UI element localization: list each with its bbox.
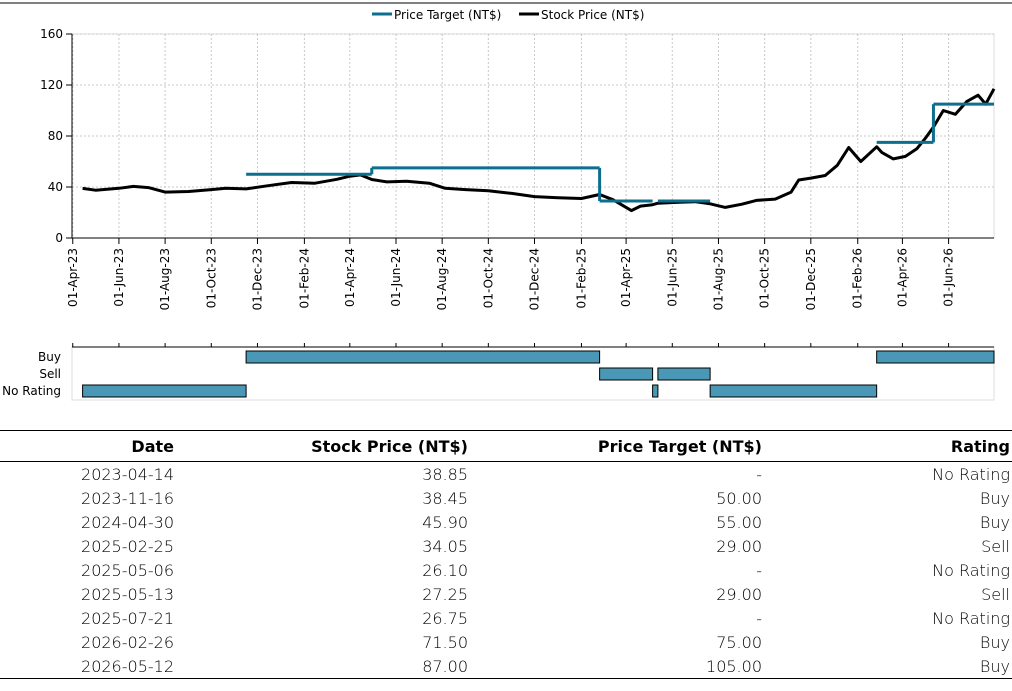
cell-rating: Buy <box>979 632 1010 652</box>
plot-series <box>82 88 996 213</box>
rating-category-label: Buy <box>38 350 61 364</box>
col-header-date: Date <box>0 430 176 462</box>
table-row: 2025-05-06 26.10 - No Rating <box>0 558 1012 582</box>
x-tick-label: 01-Dec-24 <box>528 248 542 310</box>
table-row: 2025-05-13 27.25 29.00 Sell <box>0 582 1012 606</box>
x-tick-label: 01-Jun-23 <box>112 248 126 307</box>
x-tick-label: 01-Feb-25 <box>574 248 588 308</box>
legend-label-price: Stock Price (NT$) <box>541 8 644 22</box>
cell-price-target: 105.00 <box>470 654 764 679</box>
col-header-price-target: Price Target (NT$) <box>470 430 764 462</box>
x-tick-label: 01-Aug-24 <box>435 248 449 310</box>
y-tick-label: 120 <box>40 78 63 92</box>
x-tick-label: 01-Apr-25 <box>619 248 633 307</box>
cell-price-target: 29.00 <box>716 536 762 556</box>
cell-stock-price: 27.25 <box>422 584 468 604</box>
col-header-rating: Rating <box>764 430 1012 462</box>
cell-rating: No Rating <box>932 608 1010 628</box>
cell-date: 2025-02-25 <box>81 536 174 556</box>
cell-stock-price: 26.75 <box>422 608 468 628</box>
cell-price-target: 55.00 <box>716 512 762 532</box>
x-tick-label: 01-Apr-24 <box>343 248 357 307</box>
cell-date: 2024-04-30 <box>81 512 174 532</box>
cell-rating: Buy <box>979 512 1010 532</box>
cell-stock-price: 38.45 <box>422 488 468 508</box>
cell-rating: No Rating <box>932 560 1010 580</box>
rating-panel: Buy Sell No Rating <box>2 343 995 401</box>
cell-date: 2025-07-21 <box>81 608 174 628</box>
y-tick-label: 40 <box>48 180 63 194</box>
cell-price-target: 29.00 <box>716 584 762 604</box>
rating-bar <box>876 350 995 364</box>
cell-price-target: - <box>756 464 762 484</box>
y-tick-label: 0 <box>55 231 63 245</box>
cell-price-target: - <box>756 560 762 580</box>
cell-stock-price: 38.85 <box>422 464 468 484</box>
x-tick-label: 01-Dec-25 <box>804 248 818 310</box>
table-row: 2023-11-16 38.45 50.00 Buy <box>0 486 1012 510</box>
x-tick-label: 01-Feb-24 <box>297 248 311 308</box>
plot-grid <box>71 33 995 239</box>
x-tick-label: 01-Apr-26 <box>895 248 909 307</box>
rating-bar <box>709 384 878 398</box>
rating-category-label: Sell <box>39 367 61 381</box>
cell-rating: Buy <box>764 654 1012 679</box>
cell-stock-price: 71.50 <box>422 632 468 652</box>
legend-label-target: Price Target (NT$) <box>394 8 501 22</box>
x-tick-label: 01-Apr-23 <box>66 248 80 307</box>
table-row: 2026-02-26 71.50 75.00 Buy <box>0 630 1012 654</box>
x-tick-label: 01-Jun-24 <box>389 248 403 307</box>
table-row: 2026-05-12 87.00 105.00 Buy <box>0 654 1012 679</box>
cell-date: 2026-05-12 <box>0 654 176 679</box>
price-chart: Price Target (NT$) Stock Price (NT$) 0 40… <box>0 2 1012 401</box>
table-row: 2023-04-14 38.85 - No Rating <box>0 462 1012 487</box>
cell-rating: Sell <box>981 536 1010 556</box>
y-tick-label: 160 <box>40 27 63 41</box>
cell-stock-price: 34.05 <box>422 536 468 556</box>
cell-date: 2026-02-26 <box>81 632 174 652</box>
cell-date: 2023-11-16 <box>81 488 174 508</box>
cell-date: 2025-05-06 <box>81 560 174 580</box>
legend: Price Target (NT$) Stock Price (NT$) <box>372 8 644 22</box>
col-header-stock-price: Stock Price (NT$) <box>176 430 470 462</box>
cell-stock-price: 26.10 <box>422 560 468 580</box>
rating-bar <box>652 384 659 398</box>
cell-price-target: 50.00 <box>716 488 762 508</box>
rating-bar <box>245 350 601 364</box>
table-row: 2024-04-30 45.90 55.00 Buy <box>0 510 1012 534</box>
y-tick-label: 80 <box>48 129 63 143</box>
cell-stock-price: 45.90 <box>422 512 468 532</box>
rating-bar <box>599 367 654 381</box>
table-header-row: Date Stock Price (NT$) Price Target (NT$… <box>0 430 1012 462</box>
x-tick-label: 01-Feb-26 <box>851 248 865 308</box>
rating-history-table: Date Stock Price (NT$) Price Target (NT$… <box>0 430 1012 679</box>
table-row: 2025-07-21 26.75 - No Rating <box>0 606 1012 630</box>
x-tick-label: 01-Dec-23 <box>250 248 264 310</box>
cell-price-target: 75.00 <box>716 632 762 652</box>
x-tick-label: 01-Oct-24 <box>481 248 495 308</box>
x-tick-label: 01-Aug-23 <box>158 248 172 310</box>
cell-date: 2025-05-13 <box>81 584 174 604</box>
cell-rating: No Rating <box>932 464 1010 484</box>
cell-date: 2023-04-14 <box>81 464 174 484</box>
x-tick-label: 01-Jun-25 <box>665 248 679 307</box>
table-body: 2023-04-14 38.85 - No Rating 2023-11-16 38.45… <box>0 462 1012 679</box>
cell-price-target: - <box>756 608 762 628</box>
cell-rating: Sell <box>981 584 1010 604</box>
cell-stock-price: 87.00 <box>176 654 470 679</box>
rating-category-label: No Rating <box>2 384 61 398</box>
x-tick-label: 01-Jun-26 <box>942 248 956 307</box>
rating-bar <box>657 367 711 381</box>
plot-axes: 0 40 80 120 160 01-Apr-23 01-Jun-23 01-Aug-23 01… <box>0 2 1012 310</box>
cell-rating: Buy <box>979 488 1010 508</box>
x-tick-label: 01-Oct-23 <box>204 248 218 308</box>
x-tick-label: 01-Oct-25 <box>758 248 772 308</box>
stock-price-line <box>82 88 996 213</box>
rating-bar <box>82 384 247 398</box>
table-row: 2025-02-25 34.05 29.00 Sell <box>0 534 1012 558</box>
x-tick-label: 01-Aug-25 <box>711 248 725 310</box>
